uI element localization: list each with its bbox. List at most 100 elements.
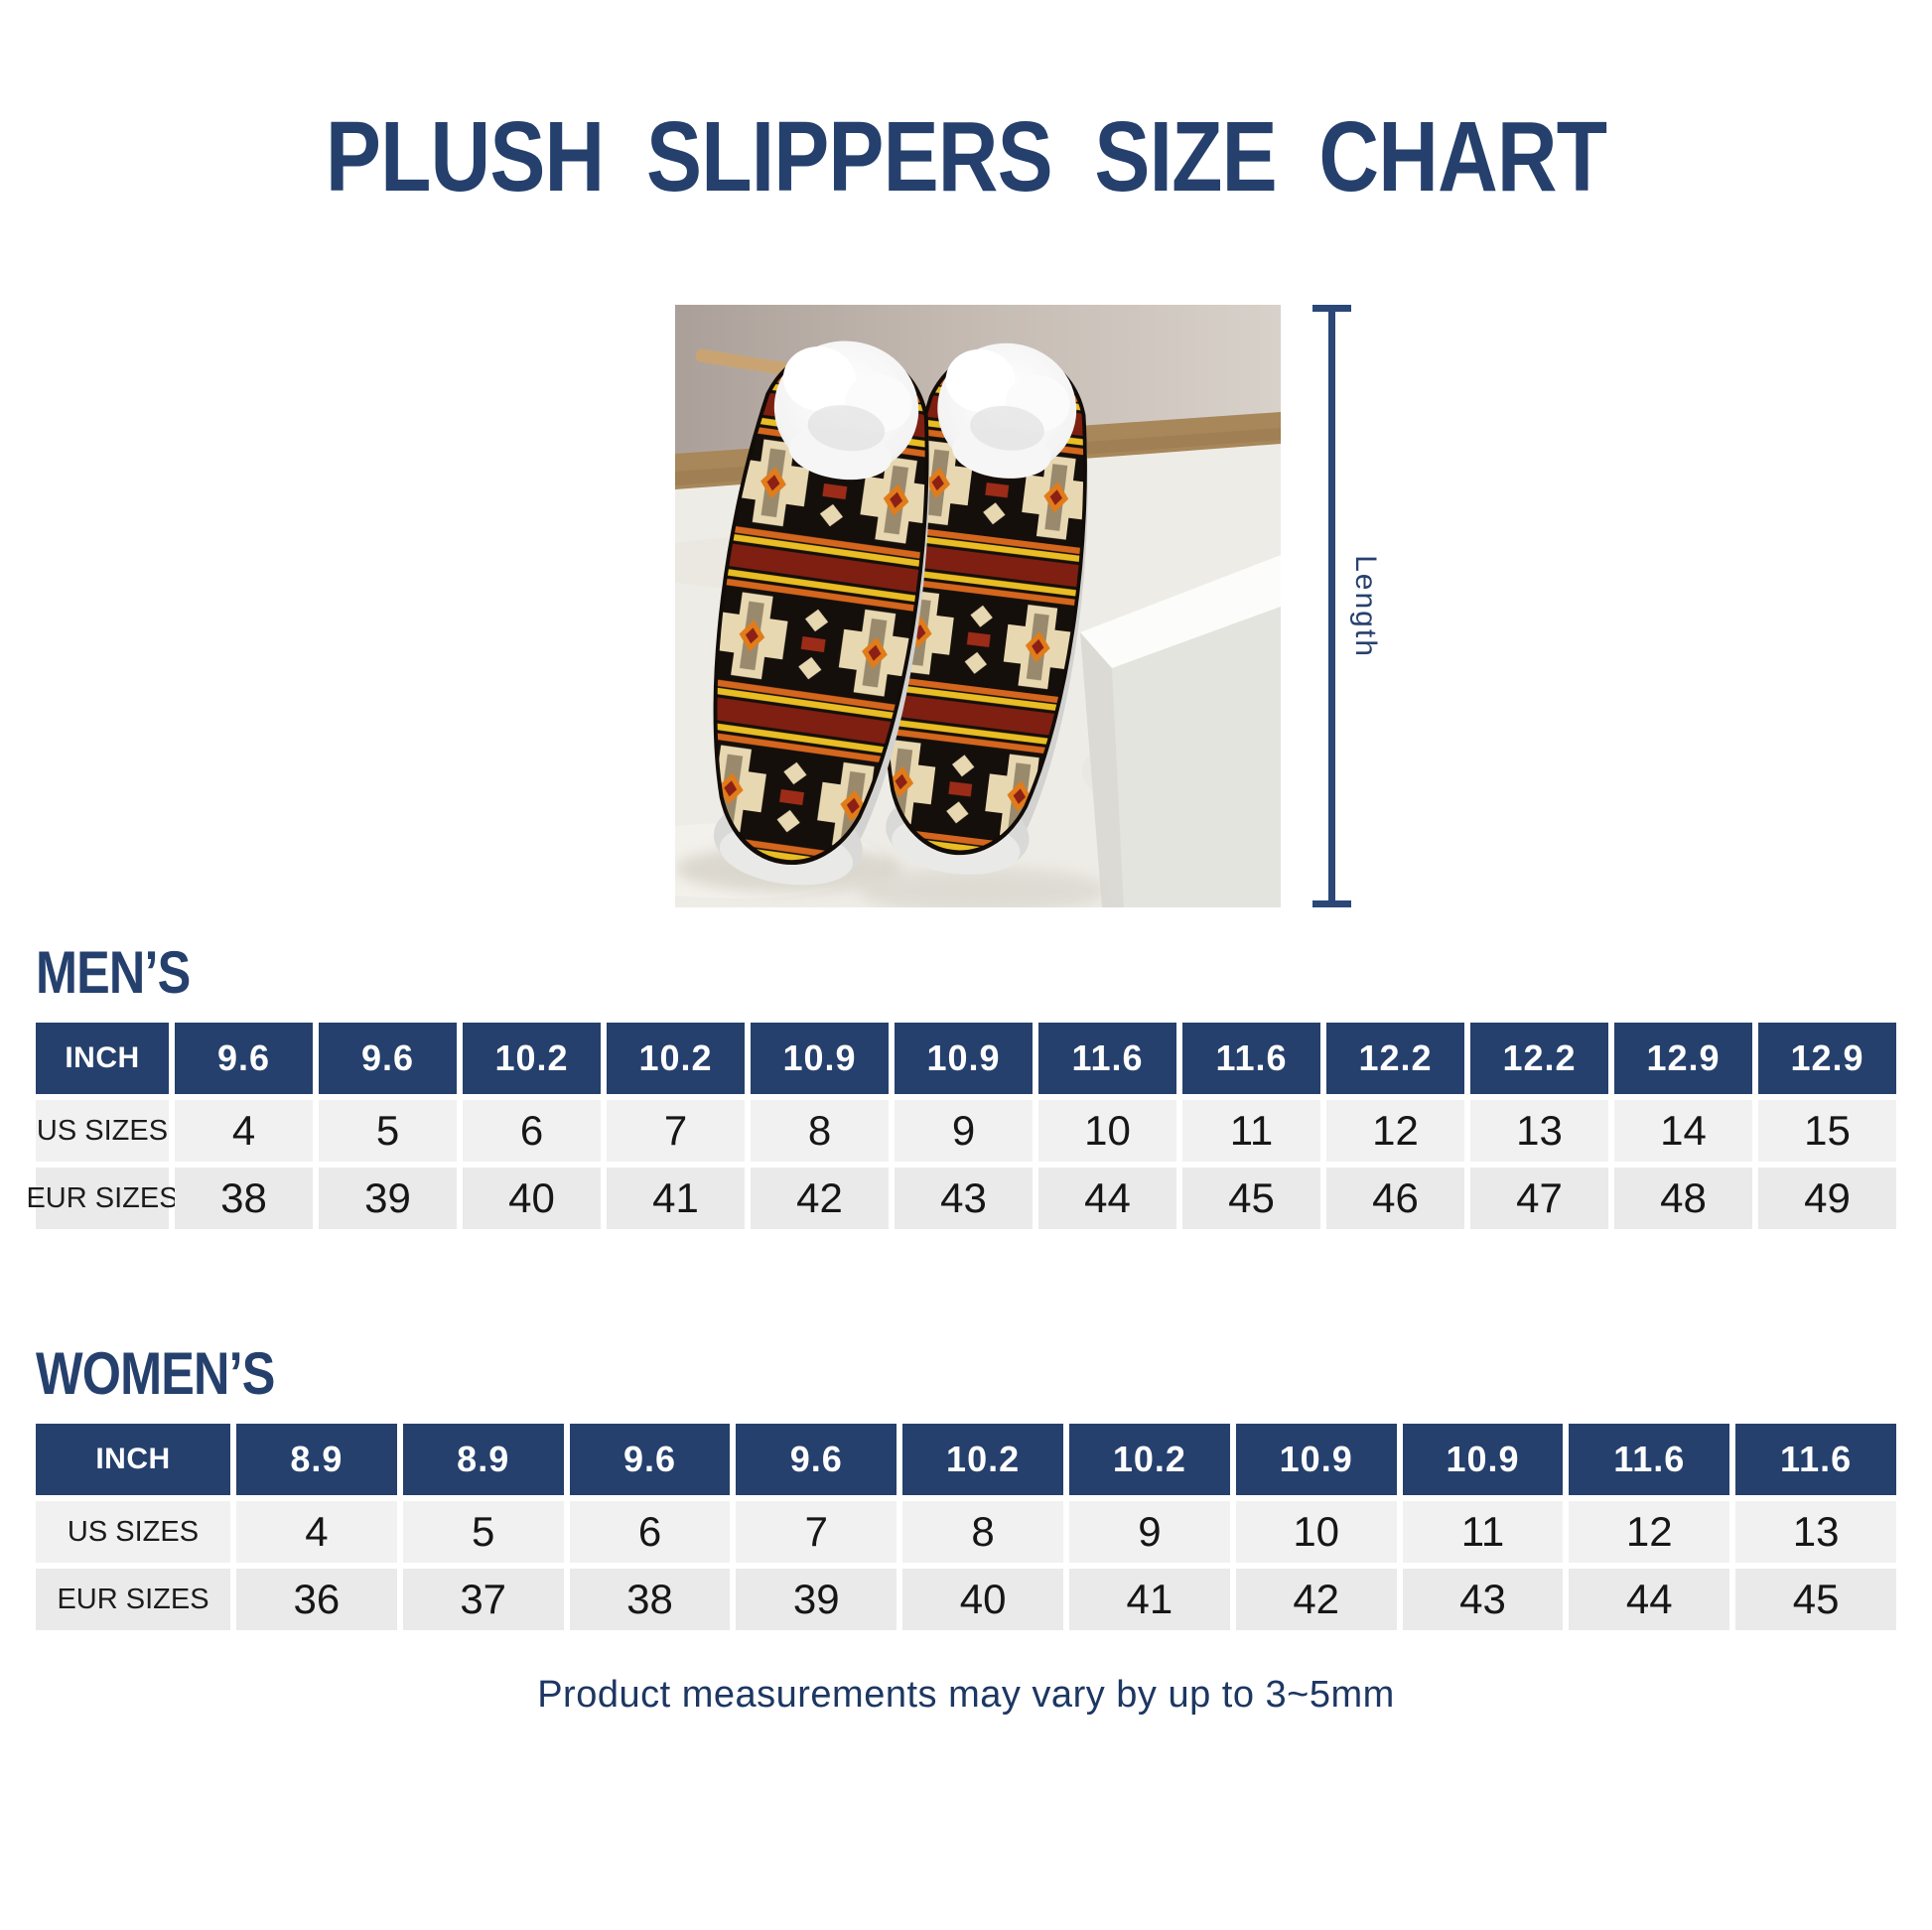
womens-us-value: 11 [1402,1501,1564,1563]
product-photo [675,305,1281,907]
slipper-fur [773,341,919,481]
mens-inch-value: 12.9 [1614,1023,1752,1094]
mens-inch-value: 11.6 [1182,1023,1320,1094]
womens-inch-value: 11.6 [1569,1424,1730,1495]
womens-inch-row: INCH 8.9 8.9 9.6 9.6 10.2 10.2 10.9 10.9 11.6 11.… [36,1424,1896,1495]
womens-inch-value: 10.2 [1069,1424,1230,1495]
mens-inch-value: 9.6 [319,1023,457,1094]
womens-eur-value: 36 [236,1569,397,1630]
womens-inch-value: 10.2 [902,1424,1063,1495]
mens-eur-value: 38 [175,1168,313,1229]
womens-size-table: INCH 8.9 8.9 9.6 9.6 10.2 10.2 10.9 10.9 11.6 11.… [36,1424,1896,1636]
mens-eur-row: EUR SIZES 38 39 40 41 42 43 44 45 46 47 48 49 [26,1168,1896,1229]
mens-us-value: 7 [607,1100,745,1162]
mens-us-value: 12 [1326,1100,1464,1162]
womens-inch-value: 9.6 [569,1424,731,1495]
mens-us-value: 15 [1758,1100,1896,1162]
womens-us-label: US SIZES [36,1501,230,1563]
slipper-shadow [859,867,1107,907]
slipper-right [883,343,1088,875]
slipper-left [713,341,930,886]
mens-inch-value: 12.9 [1758,1023,1896,1094]
mens-us-value: 10 [1038,1100,1176,1162]
womens-eur-value: 43 [1402,1569,1564,1630]
womens-eur-value: 38 [569,1569,731,1630]
mens-inch-value: 12.2 [1326,1023,1464,1094]
mens-us-value: 4 [175,1100,313,1162]
mens-us-value: 5 [319,1100,457,1162]
womens-eur-value: 41 [1069,1569,1230,1630]
womens-eur-value: 45 [1735,1569,1896,1630]
womens-inch-value: 8.9 [236,1424,397,1495]
mens-inch-row: INCH 9.6 9.6 10.2 10.2 10.9 10.9 11.6 11.6 12.2 1… [36,1023,1896,1094]
mens-us-value: 14 [1614,1100,1752,1162]
womens-inch-value: 9.6 [736,1424,897,1495]
mens-inch-value: 11.6 [1038,1023,1176,1094]
womens-us-value: 13 [1735,1501,1896,1563]
mens-eur-value: 46 [1326,1168,1464,1229]
womens-inch-value: 8.9 [402,1424,564,1495]
mens-eur-value: 47 [1470,1168,1608,1229]
mens-eur-value: 48 [1614,1168,1752,1229]
mens-inch-label: INCH [36,1023,169,1094]
mens-eur-value: 45 [1182,1168,1320,1229]
womens-us-value: 10 [1235,1501,1397,1563]
womens-heading-text: WOMEN’S [36,1340,275,1407]
womens-eur-value: 37 [402,1569,564,1630]
length-dimension-line [1328,305,1335,907]
womens-us-value: 9 [1069,1501,1230,1563]
womens-us-value: 4 [236,1501,397,1563]
womens-us-value: 6 [569,1501,731,1563]
mens-heading-text: MEN’S [36,939,191,1006]
mens-heading: MEN’S [36,943,219,1003]
womens-eur-value: 40 [902,1569,1063,1630]
mens-eur-value: 42 [751,1168,889,1229]
mens-size-table: INCH 9.6 9.6 10.2 10.2 10.9 10.9 11.6 11.6 12.2 1… [26,1023,1896,1235]
womens-us-value: 5 [402,1501,564,1563]
womens-inch-label: INCH [36,1424,230,1495]
mens-inch-value: 9.6 [175,1023,313,1094]
womens-eur-value: 42 [1235,1569,1397,1630]
slipper-fur [937,343,1077,479]
mens-us-value: 11 [1182,1100,1320,1162]
womens-inch-value: 10.9 [1235,1424,1397,1495]
mens-eur-value: 40 [463,1168,601,1229]
mens-us-value: 9 [895,1100,1033,1162]
length-cap-bottom [1312,900,1351,907]
womens-us-value: 7 [736,1501,897,1563]
mens-eur-value: 43 [895,1168,1033,1229]
page-title-text: PLUSH SLIPPERS SIZE CHART [325,101,1607,212]
mens-inch-value: 10.9 [751,1023,889,1094]
length-indicator: Length [1312,305,1402,907]
mens-inch-value: 12.2 [1470,1023,1608,1094]
mens-us-value: 8 [751,1100,889,1162]
womens-us-row: US SIZES 4 5 6 7 8 9 10 11 12 13 [36,1501,1896,1563]
womens-eur-value: 44 [1569,1569,1730,1630]
womens-us-value: 12 [1569,1501,1730,1563]
mens-us-label: US SIZES [36,1100,169,1162]
mens-inch-value: 10.2 [463,1023,601,1094]
mens-us-row: US SIZES 4 5 6 7 8 9 10 11 12 13 14 15 [36,1100,1896,1162]
womens-inch-value: 11.6 [1735,1424,1896,1495]
womens-eur-row: EUR SIZES 36 37 38 39 40 41 42 43 44 45 [36,1569,1896,1630]
photo-box [1080,555,1281,907]
mens-eur-value: 44 [1038,1168,1176,1229]
mens-us-value: 13 [1470,1100,1608,1162]
page-title: PLUSH SLIPPERS SIZE CHART [0,107,1932,207]
measurement-note: Product measurements may vary by up to 3… [537,1674,1395,1716]
mens-us-value: 6 [463,1100,601,1162]
mens-eur-label: EUR SIZES [26,1168,179,1229]
womens-heading: WOMEN’S [36,1344,320,1404]
womens-inch-value: 10.9 [1402,1424,1564,1495]
womens-us-value: 8 [902,1501,1063,1563]
mens-eur-value: 39 [319,1168,457,1229]
mens-eur-value: 41 [607,1168,745,1229]
mens-inch-value: 10.9 [895,1023,1033,1094]
womens-eur-label: EUR SIZES [36,1569,230,1630]
length-cap-top [1312,305,1351,312]
mens-inch-value: 10.2 [607,1023,745,1094]
mens-eur-value: 49 [1758,1168,1896,1229]
womens-eur-value: 39 [736,1569,897,1630]
length-label: Length [1349,554,1382,658]
